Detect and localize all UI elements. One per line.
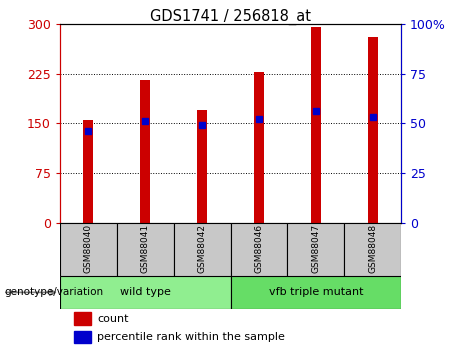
Text: GSM88046: GSM88046 xyxy=(254,224,263,273)
Bar xyxy=(60,276,230,309)
Bar xyxy=(311,28,321,223)
Text: vfb triple mutant: vfb triple mutant xyxy=(269,287,363,297)
Text: GDS1741 / 256818_at: GDS1741 / 256818_at xyxy=(150,9,311,25)
Bar xyxy=(174,223,230,276)
Text: GSM88041: GSM88041 xyxy=(141,224,150,273)
Text: GSM88040: GSM88040 xyxy=(84,224,93,273)
Text: GSM88048: GSM88048 xyxy=(368,224,377,273)
Bar xyxy=(254,72,264,223)
Bar xyxy=(230,223,287,276)
Bar xyxy=(74,331,91,343)
Text: percentile rank within the sample: percentile rank within the sample xyxy=(97,332,285,342)
Bar xyxy=(287,223,344,276)
Bar xyxy=(140,80,150,223)
Text: count: count xyxy=(97,314,129,324)
Bar xyxy=(74,313,91,325)
Text: GSM88042: GSM88042 xyxy=(198,224,207,273)
Bar xyxy=(117,223,174,276)
Text: GSM88047: GSM88047 xyxy=(311,224,320,273)
Bar xyxy=(197,110,207,223)
Text: genotype/variation: genotype/variation xyxy=(5,287,104,297)
Text: wild type: wild type xyxy=(120,287,171,297)
Bar xyxy=(83,120,94,223)
Bar xyxy=(367,37,378,223)
Bar xyxy=(344,223,401,276)
Bar xyxy=(230,276,401,309)
Bar xyxy=(60,223,117,276)
